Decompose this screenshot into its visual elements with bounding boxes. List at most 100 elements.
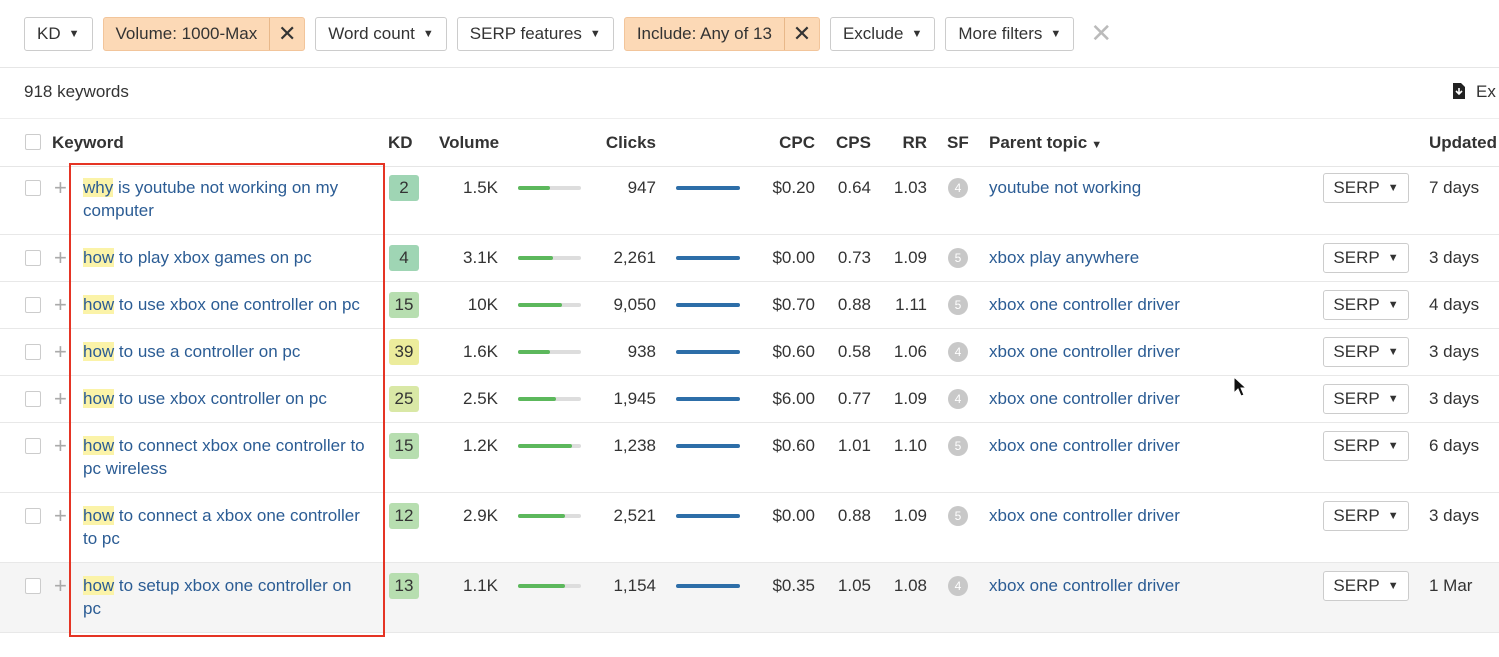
filter-button[interactable]: Word count ▼ bbox=[315, 16, 447, 51]
row-checkbox[interactable] bbox=[25, 180, 41, 196]
keyword-row: + how to setup xbox one controller on pc 1… bbox=[0, 563, 1499, 633]
sf-badge[interactable]: 5 bbox=[948, 506, 968, 526]
keyword-text: to connect a xbox one controller to pc bbox=[83, 506, 360, 548]
select-all-checkbox[interactable] bbox=[25, 134, 41, 150]
table-header: Keyword KD Volume Clicks CPC CPS RR SF P… bbox=[0, 118, 1499, 167]
filter-button[interactable]: SERP features ▼ bbox=[456, 16, 614, 51]
sf-badge[interactable]: 4 bbox=[948, 342, 968, 362]
cpc: $0.00 bbox=[772, 248, 815, 267]
add-to-list[interactable]: + bbox=[54, 386, 67, 411]
parent-topic-link[interactable]: xbox one controller driver bbox=[989, 389, 1180, 408]
row-checkbox[interactable] bbox=[25, 250, 41, 266]
clear-filters[interactable]: ✕ bbox=[1090, 18, 1113, 48]
filter-caret: ▼ bbox=[422, 27, 434, 40]
keyword-link[interactable]: how to connect xbox one controller to pc… bbox=[83, 423, 373, 492]
keyword-text: to use a controller on pc bbox=[118, 342, 301, 361]
keyword-row: + why is youtube not working on my comput… bbox=[0, 165, 1499, 235]
sf-badge[interactable]: 4 bbox=[948, 576, 968, 596]
sf-badge[interactable]: 4 bbox=[948, 178, 968, 198]
sf-badge[interactable]: 5 bbox=[948, 295, 968, 315]
serp-button[interactable]: SERP ▼ bbox=[1323, 337, 1409, 367]
add-to-list[interactable]: + bbox=[54, 573, 67, 598]
serp-label: SERP bbox=[1333, 389, 1380, 408]
volume-bar-track bbox=[518, 350, 581, 354]
row-checkbox[interactable] bbox=[25, 344, 41, 360]
keyword-link[interactable]: how to use a controller on pc bbox=[83, 329, 373, 375]
cps: 1.05 bbox=[837, 576, 871, 595]
filter-label: More filters bbox=[958, 23, 1043, 43]
serp-caret: ▼ bbox=[1387, 252, 1399, 264]
volume-bar bbox=[518, 397, 556, 401]
serp-button[interactable]: SERP ▼ bbox=[1323, 431, 1409, 461]
keyword-link[interactable]: how to connect a xbox one controller to … bbox=[83, 493, 373, 562]
parent-topic-link[interactable]: youtube not working bbox=[989, 178, 1142, 197]
add-to-list[interactable]: + bbox=[54, 292, 67, 317]
filter-caret: ▼ bbox=[68, 27, 80, 40]
serp-button[interactable]: SERP ▼ bbox=[1323, 571, 1409, 601]
filter-button[interactable]: More filters ▼ bbox=[945, 16, 1075, 51]
filter-button[interactable]: Exclude ▼ bbox=[829, 16, 936, 51]
filter-remove[interactable]: ✕ bbox=[783, 17, 819, 50]
col-sf: SF bbox=[947, 133, 969, 152]
add-to-list[interactable]: + bbox=[54, 339, 67, 364]
col-rr: RR bbox=[902, 133, 927, 152]
add-to-list[interactable]: + bbox=[54, 433, 67, 458]
add-to-list[interactable]: + bbox=[54, 503, 67, 528]
parent-topic-link[interactable]: xbox play anywhere bbox=[989, 248, 1140, 267]
volume-bar bbox=[518, 256, 553, 260]
add-to-list[interactable]: + bbox=[54, 245, 67, 270]
serp-label: SERP bbox=[1333, 506, 1380, 525]
keyword-highlight: how bbox=[83, 436, 115, 455]
keyword-link[interactable]: why is youtube not working on my compute… bbox=[83, 165, 373, 234]
keyword-text: is youtube not working on my computer bbox=[83, 178, 339, 220]
parent-topic-link[interactable]: xbox one controller driver bbox=[989, 342, 1180, 361]
keyword-text: to setup xbox one controller on pc bbox=[83, 576, 352, 618]
parent-topic-link[interactable]: xbox one controller driver bbox=[989, 295, 1180, 314]
sf-badge[interactable]: 4 bbox=[948, 389, 968, 409]
volume: 2.9K bbox=[463, 506, 498, 525]
keyword-row: + how to use a controller on pc 39 1.6K 938 $… bbox=[0, 329, 1499, 376]
filter-remove[interactable]: ✕ bbox=[269, 17, 304, 50]
filter-button[interactable]: Volume: 1000-Max ✕ bbox=[102, 16, 306, 51]
col-parent-topic[interactable]: Parent topic ▼ bbox=[989, 133, 1102, 153]
add-to-list[interactable]: + bbox=[54, 175, 67, 200]
serp-button[interactable]: SERP ▼ bbox=[1323, 243, 1409, 273]
mouse-cursor bbox=[1233, 376, 1247, 397]
parent-topic-link[interactable]: xbox one controller driver bbox=[989, 436, 1180, 455]
clicks: 1,238 bbox=[613, 436, 656, 455]
sf-badge[interactable]: 5 bbox=[948, 248, 968, 268]
clicks-bar bbox=[676, 584, 740, 588]
sf-badge[interactable]: 5 bbox=[948, 436, 968, 456]
updated: 3 days bbox=[1429, 248, 1480, 267]
serp-button[interactable]: SERP ▼ bbox=[1323, 501, 1409, 531]
parent-topic-link[interactable]: xbox one controller driver bbox=[989, 506, 1180, 525]
keyword-link[interactable]: how to play xbox games on pc bbox=[83, 235, 373, 281]
filter-button[interactable]: Include: Any of 13 ✕ bbox=[623, 16, 820, 51]
serp-button[interactable]: SERP ▼ bbox=[1323, 384, 1409, 414]
table-body: + why is youtube not working on my comput… bbox=[0, 165, 1499, 633]
keyword-link[interactable]: how to use xbox one controller on pc bbox=[83, 282, 373, 328]
serp-button[interactable]: SERP ▼ bbox=[1323, 173, 1409, 203]
keyword-count: 918 keywords bbox=[24, 82, 129, 101]
parent-topic-link[interactable]: xbox one controller driver bbox=[989, 576, 1180, 595]
keyword-highlight: how bbox=[83, 248, 115, 267]
filter-button[interactable]: KD ▼ bbox=[24, 16, 93, 51]
row-checkbox[interactable] bbox=[25, 578, 41, 594]
rr: 1.11 bbox=[895, 295, 927, 314]
filter-label: Exclude bbox=[842, 23, 904, 43]
col-keyword: Keyword bbox=[52, 133, 124, 152]
filter-label: Include: Any of 13 bbox=[636, 23, 772, 43]
cps: 0.88 bbox=[837, 295, 871, 314]
row-checkbox[interactable] bbox=[25, 438, 41, 454]
updated: 6 days bbox=[1429, 436, 1480, 455]
keyword-text: to connect xbox one controller to pc wir… bbox=[83, 436, 365, 478]
cps: 0.64 bbox=[837, 178, 871, 197]
serp-button[interactable]: SERP ▼ bbox=[1323, 290, 1409, 320]
row-checkbox[interactable] bbox=[25, 391, 41, 407]
rr: 1.09 bbox=[893, 248, 927, 267]
row-checkbox[interactable] bbox=[25, 508, 41, 524]
row-checkbox[interactable] bbox=[25, 297, 41, 313]
export-button[interactable]: Ex bbox=[1452, 82, 1496, 102]
keyword-link[interactable]: how to use xbox controller on pc bbox=[83, 376, 373, 422]
keyword-link[interactable]: how to setup xbox one controller on pc bbox=[83, 563, 373, 632]
